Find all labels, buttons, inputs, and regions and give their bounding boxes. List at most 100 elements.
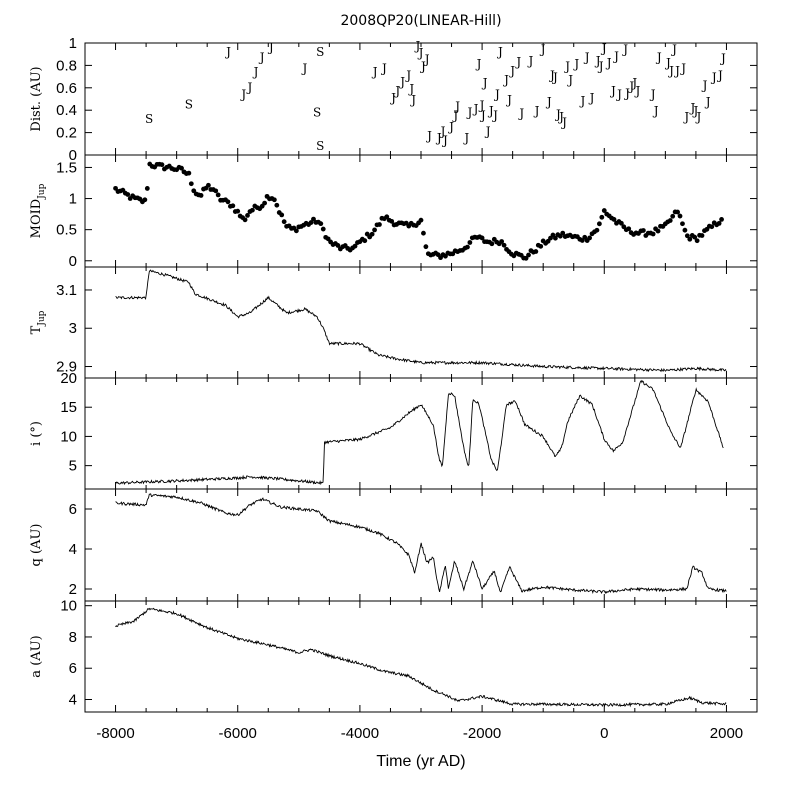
moid-point bbox=[684, 233, 690, 239]
moid-point bbox=[596, 221, 602, 227]
moid-point bbox=[262, 200, 268, 206]
jupiter-encounter-marker: J bbox=[451, 109, 458, 123]
moid-point bbox=[249, 207, 255, 213]
saturn-encounter-marker: S bbox=[185, 97, 193, 111]
moid-point bbox=[594, 227, 600, 233]
jupiter-encounter-marker: J bbox=[239, 87, 246, 101]
jupiter-encounter-marker: J bbox=[670, 43, 677, 57]
x-tick-label: -4000 bbox=[341, 725, 379, 742]
moid-point bbox=[372, 227, 377, 233]
jupiter-encounter-marker: J bbox=[465, 105, 472, 119]
y-tick-label: 0.4 bbox=[56, 102, 77, 119]
jupiter-encounter-marker: J bbox=[439, 124, 446, 138]
jupiter-encounter-marker: J bbox=[409, 93, 416, 107]
y-tick-label: 20 bbox=[60, 370, 77, 387]
jupiter-encounter-marker: J bbox=[695, 110, 702, 124]
moid-point bbox=[709, 224, 715, 230]
jupiter-encounter-marker: J bbox=[551, 71, 558, 85]
jupiter-encounter-marker: J bbox=[527, 54, 534, 68]
jupiter-encounter-marker: J bbox=[612, 49, 619, 63]
jupiter-encounter-marker: J bbox=[258, 50, 265, 64]
jupiter-encounter-marker: J bbox=[252, 65, 259, 79]
jupiter-encounter-marker: J bbox=[407, 82, 414, 96]
moid-point bbox=[384, 214, 390, 220]
moid-point bbox=[640, 228, 646, 233]
moid-point bbox=[489, 241, 495, 247]
moid-point bbox=[188, 181, 194, 187]
saturn-encounter-marker: S bbox=[316, 45, 324, 59]
x-tick-label: -8000 bbox=[96, 725, 134, 742]
moid-point bbox=[582, 234, 588, 240]
moid-point bbox=[142, 197, 148, 203]
moid-point bbox=[144, 186, 150, 191]
moid-point bbox=[682, 227, 688, 233]
moid-point bbox=[465, 244, 470, 250]
panel-a: 4 6 8 10 a (AU) bbox=[29, 598, 758, 713]
jupiter-encounter-marker: J bbox=[594, 54, 601, 68]
moid-point bbox=[369, 231, 375, 237]
y-tick-label: 0.2 bbox=[56, 125, 77, 142]
jupiter-encounter-marker: J bbox=[389, 91, 396, 105]
jupiter-encounter-marker: J bbox=[605, 56, 612, 70]
jupiter-encounter-marker: J bbox=[627, 80, 634, 94]
jupiter-encounter-marker: J bbox=[609, 84, 616, 98]
jupiter-encounter-marker: J bbox=[481, 76, 488, 90]
moid-point bbox=[677, 213, 683, 219]
jupiter-encounter-marker: J bbox=[371, 65, 378, 79]
moid-point bbox=[553, 235, 558, 241]
jupiter-encounter-marker: J bbox=[664, 56, 671, 70]
moid-point bbox=[699, 233, 705, 238]
chart-title: 2008QP20(LINEAR-Hill) bbox=[340, 13, 501, 29]
jupiter-encounter-marker: J bbox=[667, 64, 674, 78]
series-line-tjup bbox=[115, 269, 727, 373]
y-tick-label: 3.1 bbox=[56, 282, 77, 299]
jupiter-encounter-marker: J bbox=[688, 101, 695, 115]
moid-point bbox=[213, 188, 219, 194]
jupiter-encounter-marker: J bbox=[267, 40, 274, 54]
moid-point bbox=[281, 219, 287, 225]
jupiter-encounter-marker: J bbox=[425, 129, 432, 143]
moid-point bbox=[423, 244, 429, 250]
series-line-q bbox=[115, 493, 727, 595]
moid-point bbox=[601, 208, 607, 213]
y-tick-label: 10 bbox=[60, 428, 77, 445]
jupiter-encounter-marker: J bbox=[419, 59, 426, 73]
moid-point bbox=[533, 249, 539, 254]
y-tick-label: 0.5 bbox=[56, 222, 77, 239]
y-tick-label: 2 bbox=[69, 581, 77, 598]
moid-point bbox=[335, 243, 341, 248]
jupiter-encounter-marker: J bbox=[479, 109, 486, 123]
jupiter-encounter-marker: J bbox=[588, 91, 595, 105]
panel-moid: 0 0.5 1 1.5 MOIDJup bbox=[29, 154, 758, 270]
y-tick-label: 0 bbox=[69, 147, 77, 164]
jupiter-encounter-marker: J bbox=[704, 95, 711, 109]
moid-point bbox=[560, 230, 566, 236]
jupiter-encounter-marker: J bbox=[566, 73, 573, 87]
jupiter-encounter-marker: J bbox=[475, 57, 482, 71]
moid-point bbox=[230, 203, 236, 209]
y-tick-label: 10 bbox=[60, 598, 77, 615]
y-tick-label: 0.6 bbox=[56, 80, 77, 97]
moid-point bbox=[362, 238, 368, 244]
jupiter-encounter-marker: J bbox=[414, 39, 421, 53]
x-tick-label: -2000 bbox=[463, 725, 501, 742]
jupiter-encounter-marker: J bbox=[505, 93, 512, 107]
jupiter-encounter-marker: J bbox=[600, 41, 607, 55]
moid-point bbox=[538, 243, 544, 249]
jupiter-encounter-marker: J bbox=[563, 59, 570, 73]
jupiter-encounter-marker: J bbox=[484, 124, 491, 138]
jupiter-encounter-marker: J bbox=[417, 46, 424, 60]
panel-q: 2 4 6 q (AU) bbox=[29, 488, 758, 602]
jupiter-encounter-marker: J bbox=[493, 87, 500, 101]
y-tick-label: 1 bbox=[69, 191, 77, 208]
x-tick-label: 2000 bbox=[710, 725, 743, 742]
jupiter-encounter-marker: J bbox=[508, 64, 515, 78]
moid-point bbox=[526, 252, 531, 258]
jupiter-encounter-marker: J bbox=[487, 104, 494, 118]
saturn-encounter-marker: S bbox=[145, 112, 153, 126]
jupiter-encounter-marker: J bbox=[246, 81, 253, 95]
y-tick-label: 6 bbox=[69, 501, 77, 518]
jupiter-encounter-marker: J bbox=[491, 109, 498, 123]
jupiter-encounter-marker: J bbox=[435, 131, 442, 145]
jupiter-encounter-marker: J bbox=[496, 45, 503, 59]
